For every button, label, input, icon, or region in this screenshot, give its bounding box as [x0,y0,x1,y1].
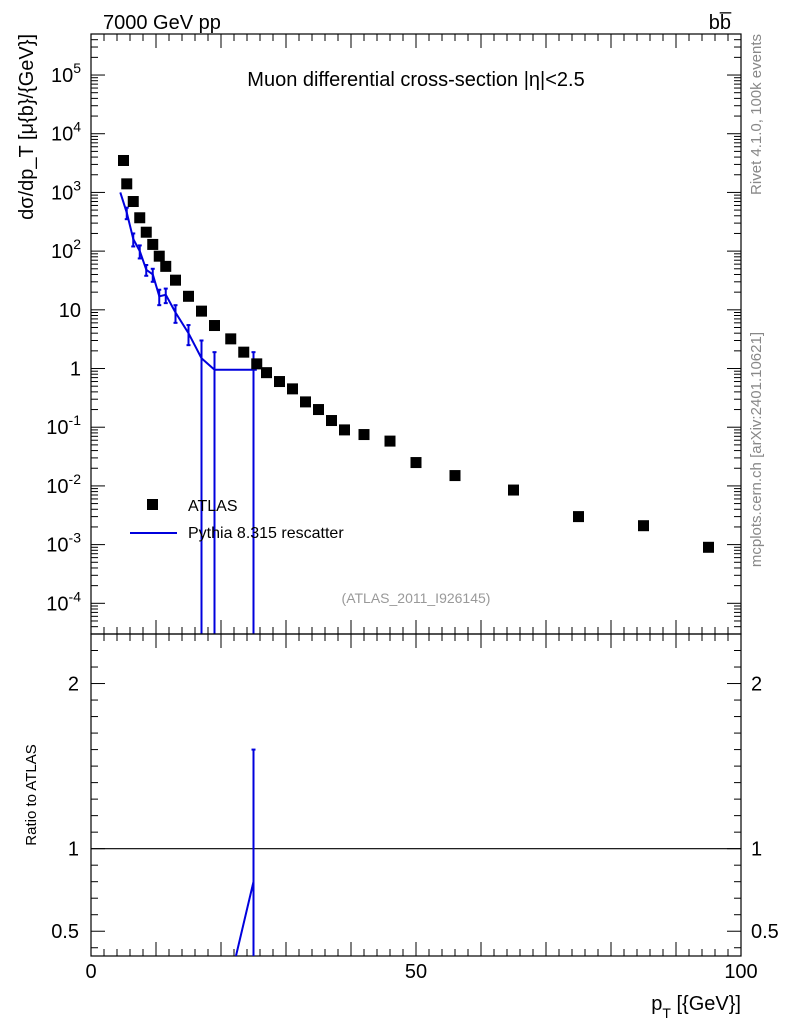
atlas-point [121,178,133,190]
main-y-tick-label: 10 [59,300,81,322]
atlas-point [160,260,172,272]
main-y-tick-label: 10-3 [46,530,81,557]
atlas-point [251,358,263,370]
main-y-axis: 10-4 10-3 10-2 10-1 1 10 102 103 104 105 [46,33,741,635]
ratio-x-tick-label: 100 [724,961,757,983]
atlas-point [118,154,129,166]
atlas-point [300,396,311,408]
atlas-point [384,435,396,447]
atlas-point [274,376,285,388]
ratio-y-tick-label-right: 0.5 [751,921,779,943]
process-label: 7000 GeV pp [103,12,221,34]
ratio-y-tick-label: 0.5 [51,921,79,943]
final-state-label: bb̅ [709,11,732,34]
analysis-watermark: (ATLAS_2011_I926145) [342,590,491,606]
x-axis-label-text: p [651,993,662,1015]
main-y-tick-label: 10-4 [46,588,81,615]
main-y-tick-label: 10-1 [46,412,81,439]
ratio-panel: Ratio to ATLAS 0.5 0.5 1 1 2 2 0 50 100 pT [{Ge… [23,633,779,1021]
mcplots-label: mcplots.cern.ch [arXiv:2401.10621] [748,332,765,567]
legend-label-atlas: ATLAS [188,498,238,515]
atlas-point [196,305,207,317]
ratio-x-tick-label: 0 [85,961,96,983]
atlas-point [261,367,272,379]
x-axis-label: pT [{GeV}] [651,993,741,1021]
legend-marker-atlas [147,499,158,510]
atlas-point [127,196,139,208]
main-y-axis-label: dσ/dp_T [μ{b}/{GeV}] [16,34,38,220]
atlas-point [339,424,350,436]
ratio-pythia-line [234,881,255,956]
atlas-point [134,212,146,224]
legend: ATLAS Pythia 8.315 rescatter [130,498,344,542]
atlas-point [153,250,165,262]
ratio-y-tick-label-right: 1 [751,839,762,861]
atlas-point [140,226,152,238]
main-y-tick-label: 103 [51,177,81,204]
x-axis-label-sub: T [662,1005,671,1021]
main-y-tick-label: 102 [51,236,81,263]
ratio-x-axis: 0 50 100 [85,634,758,983]
ratio-y-tick-label: 1 [68,839,79,861]
atlas-point [238,346,250,358]
atlas-point [326,415,337,427]
rivet-version-label: Rivet 4.1.0, 100k events [748,34,765,195]
main-panel: Muon differential cross-section |η|<2.5 … [16,33,742,635]
atlas-point [449,470,461,482]
main-title: Muon differential cross-section |η|<2.5 [247,69,584,91]
atlas-point [287,383,298,395]
x-axis-label-units: [{GeV}] [671,993,741,1015]
atlas-point [638,520,649,532]
atlas-point [225,333,237,345]
main-x-axis [90,34,742,634]
ratio-y-tick-label: 2 [68,674,79,696]
ratio-y-axis-label: Ratio to ATLAS [23,744,40,845]
ratio-x-tick-label: 50 [405,961,427,983]
atlas-point [313,404,324,416]
main-y-tick-label: 104 [51,119,81,146]
atlas-point [573,511,584,523]
main-data-layer [118,154,714,634]
atlas-point [183,290,194,302]
ratio-y-tick-label-right: 2 [751,674,762,696]
main-y-tick-label: 10-2 [46,471,81,498]
atlas-point [170,274,181,286]
atlas-point [703,541,714,553]
legend-label-pythia: Pythia 8.315 rescatter [188,525,344,542]
ratio-data-layer [91,748,741,956]
atlas-point [147,238,159,250]
ratio-y-axis: 0.5 0.5 1 1 2 2 [51,650,779,949]
atlas-point [508,484,519,496]
main-y-tick-label: 105 [51,60,81,87]
atlas-point [358,429,370,441]
atlas-point [209,320,220,332]
main-y-tick-label: 1 [70,359,81,381]
ratio-frame [90,633,742,957]
atlas-point [410,457,422,469]
